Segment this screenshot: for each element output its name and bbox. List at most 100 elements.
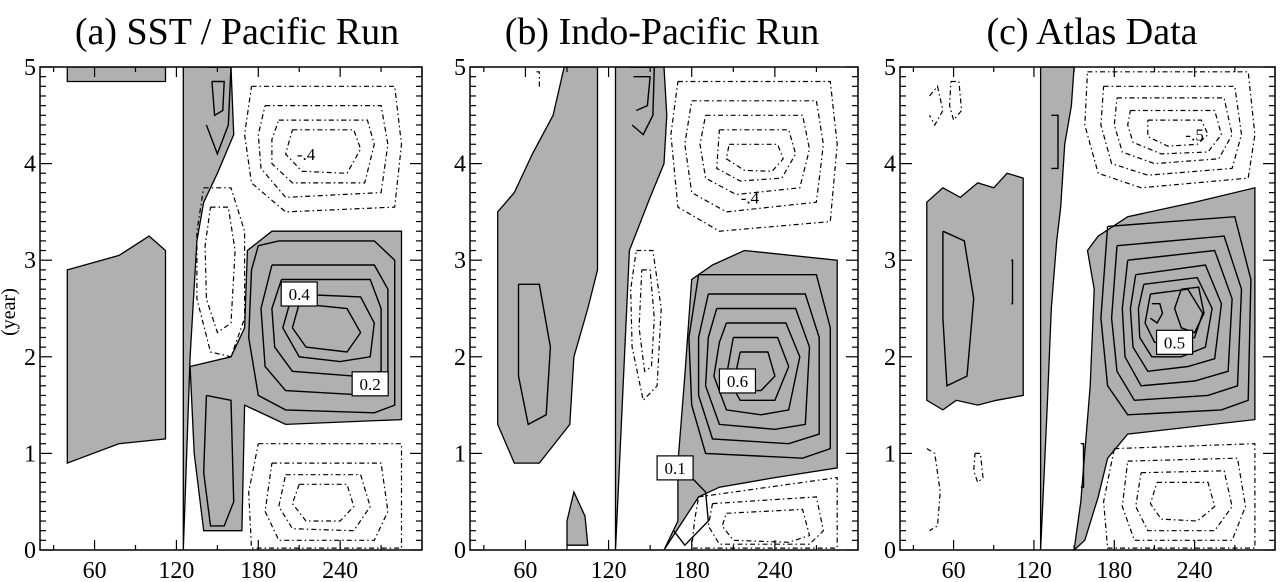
x-tick-label: 180	[240, 558, 276, 582]
negative-contour	[1084, 71, 1256, 189]
positive-contour	[1011, 259, 1014, 305]
positive-anomaly-region	[614, 67, 668, 550]
negative-contour	[1135, 470, 1233, 532]
negative-contour	[248, 443, 403, 549]
positive-contour	[713, 322, 801, 416]
x-tick-label: 240	[322, 558, 358, 582]
positive-anomaly-region	[66, 67, 167, 83]
negative-contour	[716, 129, 797, 182]
negative-contour	[948, 80, 963, 122]
y-tick-label: 0	[884, 538, 896, 564]
positive-anomaly-region	[497, 67, 599, 464]
panel-a-title: (a) SST / Pacific Run	[75, 11, 399, 53]
negative-contour	[1121, 457, 1247, 541]
contour-label: -.4	[297, 145, 316, 164]
y-tick-label: 5	[884, 55, 896, 81]
x-tick-label: 240	[1177, 558, 1213, 582]
positive-contour	[1121, 249, 1233, 387]
negative-contour	[271, 119, 375, 184]
positive-anomaly-region	[566, 490, 589, 546]
y-tick-label: 4	[24, 152, 36, 178]
panel-a: (a) SST / Pacific Run (year) 0.4 0.2 -.4 0 1…	[0, 11, 423, 582]
y-axis-label: (year)	[0, 288, 20, 336]
plot-area: 0.6 0.1 -.4	[497, 67, 838, 550]
panel-b: (b) Indo-Pacific Run 0.6 0.1 -.4 0 1 2 3 4 5 60 12…	[454, 11, 859, 582]
negative-contour	[196, 187, 246, 358]
contour-label: 0.6	[727, 372, 748, 391]
contour-label: 0.1	[664, 459, 685, 478]
negative-contour	[973, 452, 984, 484]
y-tick-label: 3	[454, 248, 466, 274]
plot-area: 0.4 0.2 -.4	[66, 67, 403, 550]
positive-contour	[291, 303, 362, 353]
negative-contour	[1127, 109, 1223, 155]
y-tick-label: 4	[454, 152, 466, 178]
y-tick-label: 5	[454, 55, 466, 81]
positive-anomaly-region	[189, 230, 403, 532]
y-tick-label: 3	[24, 248, 36, 274]
negative-contour	[1149, 481, 1216, 522]
positive-contour	[282, 293, 376, 363]
contour-label-box	[351, 371, 389, 397]
x-tick-label: 60	[942, 558, 966, 582]
negative-contour	[1102, 443, 1256, 549]
negative-contour	[721, 508, 811, 543]
positive-contour	[697, 293, 820, 445]
negative-contour	[1147, 119, 1209, 147]
contour-label: 0.2	[360, 375, 381, 394]
positive-contour	[202, 394, 235, 527]
positive-contour	[1051, 114, 1059, 170]
positive-contour	[1110, 235, 1243, 402]
y-tick-label: 2	[884, 345, 896, 371]
positive-contour	[1137, 276, 1213, 358]
negative-contour	[291, 483, 355, 522]
x-tick-label: 180	[1096, 558, 1132, 582]
positive-contour	[633, 75, 651, 112]
positive-contour	[1129, 264, 1223, 373]
negative-contour	[284, 129, 362, 174]
y-tick-label: 4	[884, 152, 896, 178]
positive-anomaly-region	[66, 235, 167, 465]
positive-contour	[1080, 443, 1085, 488]
positive-contour	[211, 80, 225, 117]
negative-contour	[926, 448, 941, 532]
negative-contour	[1100, 85, 1243, 176]
y-tick-label: 1	[884, 441, 896, 467]
contour-label-box	[656, 455, 694, 481]
x-tick-label: 60	[83, 558, 107, 582]
positive-contour	[205, 67, 232, 156]
positive-contour	[1149, 303, 1164, 325]
y-tick-label: 5	[24, 55, 36, 81]
y-tick-label: 1	[24, 441, 36, 467]
contour-label: 0.5	[1164, 333, 1185, 352]
negative-contour	[264, 462, 389, 541]
positive-anomaly-region	[1039, 67, 1075, 550]
negative-contour	[536, 71, 540, 87]
y-tick-label: 0	[454, 538, 466, 564]
negative-contour	[243, 85, 403, 213]
negative-contour	[278, 474, 371, 532]
positive-contour	[1173, 286, 1205, 334]
positive-contour	[704, 307, 811, 431]
panel-c: (c) Atlas Data 0.5 -.5 0 1 2 3 4 5 60 120 180 240	[884, 11, 1276, 582]
contour-label-box	[718, 368, 757, 394]
x-tick-label: 120	[1016, 558, 1052, 582]
plot-area: 0.5 -.5	[926, 67, 1256, 550]
y-tick-label: 3	[884, 248, 896, 274]
negative-contour	[638, 269, 655, 373]
contour-label-box	[1155, 329, 1194, 355]
panel-b-title: (b) Indo-Pacific Run	[505, 11, 819, 53]
positive-contour	[247, 240, 396, 414]
y-tick-label: 0	[24, 538, 36, 564]
contour-label: -.5	[1185, 126, 1203, 145]
positive-contour	[942, 230, 975, 387]
x-tick-label: 120	[158, 558, 194, 582]
positive-contour	[1100, 215, 1252, 416]
negative-contour	[928, 84, 944, 127]
contour-label: 0.4	[289, 285, 311, 304]
positive-anomaly-region	[182, 67, 235, 550]
negative-contour	[257, 104, 389, 199]
positive-contour	[517, 283, 552, 426]
y-tick-label: 2	[24, 345, 36, 371]
